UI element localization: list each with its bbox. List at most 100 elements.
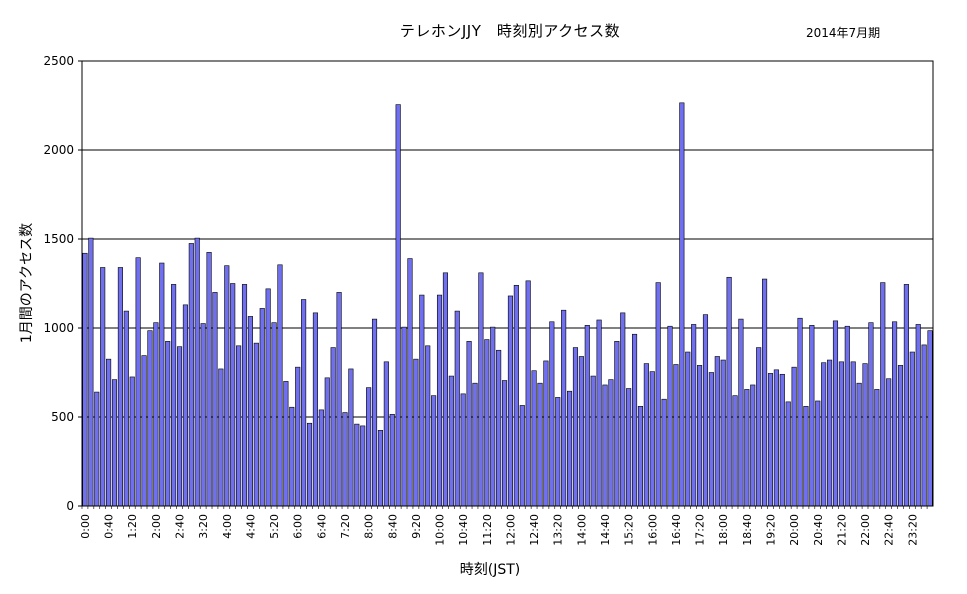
- bar-3:20: [200, 323, 206, 507]
- bar-21:00: [827, 359, 833, 507]
- bar-3:30: [206, 252, 212, 507]
- bar-14:30: [596, 319, 602, 507]
- bar-2:20: [165, 341, 171, 507]
- bar-5:30: [277, 264, 283, 507]
- bar-18:00: [720, 359, 726, 507]
- bar-14:00: [578, 356, 584, 507]
- bar-5:40: [283, 381, 289, 507]
- bar-2:50: [182, 304, 188, 507]
- x-tick-label: 2:00: [150, 514, 163, 539]
- bar-19:50: [785, 401, 791, 507]
- x-tick-label: 16:00: [646, 514, 659, 546]
- y-tick-label: 1500: [43, 232, 74, 246]
- bar-16:10: [655, 282, 661, 507]
- x-tick-label: 8:00: [363, 514, 376, 539]
- bar-17:10: [691, 324, 697, 507]
- x-tick-label: 16:40: [670, 514, 683, 546]
- bar-7:40: [354, 423, 360, 507]
- x-tick-label: 9:20: [410, 514, 423, 539]
- bar-23:30: [915, 324, 921, 507]
- bar-15:10: [620, 312, 626, 507]
- bar-8:50: [395, 104, 401, 507]
- bar-14:20: [590, 375, 596, 507]
- bar-11:40: [496, 349, 502, 507]
- bar-23:00: [897, 365, 904, 507]
- bar-1:30: [135, 257, 141, 507]
- bar-20:40: [815, 400, 821, 507]
- bar-10:10: [442, 272, 449, 507]
- bar-2:40: [176, 346, 183, 507]
- bar-0:40: [106, 358, 112, 507]
- bar-21:40: [850, 361, 856, 507]
- bar-10:40: [460, 393, 466, 507]
- bar-9:30: [419, 294, 425, 507]
- bar-4:10: [230, 283, 236, 507]
- bar-15:20: [626, 388, 632, 507]
- bar-22:20: [874, 389, 880, 507]
- bar-8:40: [389, 414, 395, 507]
- bar-20:30: [809, 325, 815, 507]
- bar-15:00: [614, 341, 620, 507]
- bar-12:30: [525, 280, 531, 507]
- x-tick-label: 4:00: [221, 514, 234, 539]
- bar-23:40: [921, 344, 927, 507]
- x-tick-label: 21:20: [835, 514, 848, 546]
- x-tick-label: 4:40: [244, 514, 257, 539]
- bar-2:00: [153, 322, 159, 507]
- bar-10:50: [466, 341, 472, 507]
- bar-19:00: [756, 347, 762, 507]
- bar-10:20: [448, 375, 454, 507]
- bar-2:10: [159, 262, 165, 507]
- bar-6:50: [324, 377, 330, 507]
- y-tick-label: 500: [51, 410, 74, 424]
- bar-18:10: [726, 276, 732, 507]
- bar-11:10: [478, 272, 484, 507]
- bar-16:00: [649, 371, 655, 507]
- bar-9:20: [413, 358, 419, 507]
- x-tick-label: 20:00: [788, 514, 801, 546]
- bar-3:00: [188, 243, 194, 507]
- bar-16:50: [679, 102, 685, 507]
- bar-4:30: [241, 284, 248, 507]
- bar-1:40: [141, 355, 147, 507]
- bar-5:10: [265, 288, 271, 507]
- bar-23:50: [927, 330, 933, 507]
- bar-9:50: [431, 395, 437, 507]
- bar-21:30: [844, 325, 850, 507]
- y-tick-label: 2000: [43, 143, 74, 157]
- bar-20:10: [797, 317, 803, 507]
- bar-20:00: [791, 366, 797, 507]
- bar-11:00: [472, 382, 478, 507]
- x-axis-label: 時刻(JST): [460, 562, 521, 578]
- bar-16:30: [667, 325, 673, 507]
- bar-6:40: [318, 409, 324, 507]
- bar-13:40: [566, 390, 573, 507]
- bar-11:20: [484, 339, 490, 507]
- bar-6:00: [295, 366, 301, 507]
- x-tick-label: 8:40: [386, 514, 399, 539]
- grid-lines: [82, 149, 933, 418]
- bar-23:10: [903, 284, 909, 507]
- bar-21:50: [856, 382, 862, 507]
- x-tick-label: 5:20: [268, 514, 281, 539]
- bar-6:30: [312, 312, 318, 507]
- bar-11:50: [501, 380, 508, 507]
- bar-0:50: [111, 379, 118, 507]
- bar-19:10: [762, 278, 768, 507]
- x-tick-label: 13:20: [552, 514, 565, 546]
- bar-17:20: [697, 365, 703, 507]
- bar-7:30: [348, 368, 354, 507]
- x-tick-label: 12:00: [504, 514, 517, 546]
- x-tick-label: 6:40: [315, 514, 328, 539]
- bar-9:10: [407, 258, 413, 507]
- bar-0:00: [82, 252, 88, 507]
- x-tick-label: 1:20: [126, 514, 139, 539]
- x-axis-ticks: 0:00 0:40 1:20 2:00 2:40 3:20 4:00 4:40 5:20 6:00…: [79, 506, 928, 546]
- bar-17:00: [685, 351, 691, 507]
- bar-18:20: [732, 395, 738, 507]
- bar-13:50: [572, 347, 579, 507]
- bar-13:00: [543, 360, 549, 507]
- bar-10:30: [454, 310, 460, 507]
- bar-3:40: [212, 292, 218, 507]
